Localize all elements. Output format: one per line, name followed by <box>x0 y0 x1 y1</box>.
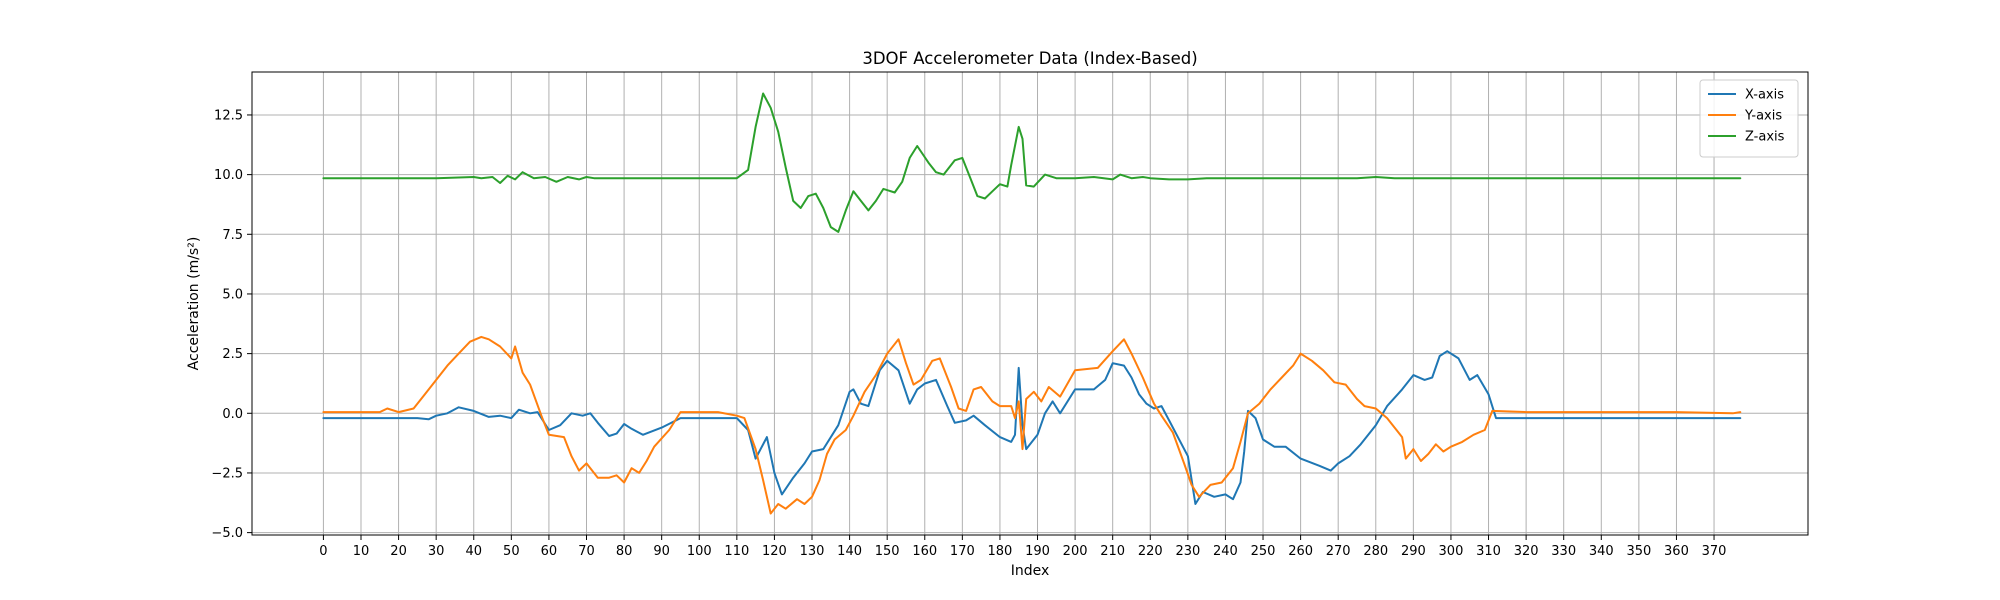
y-tick-label: −2.5 <box>211 466 243 481</box>
x-tick-label: 300 <box>1439 544 1464 559</box>
x-tick-label: 200 <box>1063 544 1088 559</box>
x-tick-label: 310 <box>1476 544 1501 559</box>
x-tick-label: 320 <box>1514 544 1539 559</box>
x-tick-label: 260 <box>1288 544 1313 559</box>
x-tick-label: 240 <box>1213 544 1238 559</box>
x-tick-label: 10 <box>353 544 370 559</box>
x-tick-label: 370 <box>1702 544 1727 559</box>
x-tick-label: 220 <box>1138 544 1163 559</box>
x-tick-label: 150 <box>875 544 900 559</box>
y-tick-label: 10.0 <box>214 168 243 183</box>
legend-box <box>1699 79 1799 158</box>
x-tick-label: 280 <box>1363 544 1388 559</box>
x-tick-label: 170 <box>950 544 975 559</box>
y-tick-label: 12.5 <box>214 108 243 123</box>
x-axis-label: Index <box>1011 563 1050 579</box>
x-tick-label: 90 <box>653 544 670 559</box>
y-tick-label: 2.5 <box>222 347 243 362</box>
ticks: 0 10 20 30 40 50 60 70 80 90 100 110 120 130 140 150 160… <box>211 108 1726 559</box>
plot-frame <box>251 71 1809 536</box>
x-tick-label: 50 <box>503 544 520 559</box>
x-tick-label: 350 <box>1626 544 1651 559</box>
y-axis-label: Acceleration (m/s²) <box>186 237 202 371</box>
x-tick-label: 40 <box>465 544 482 559</box>
chart-title: 3DOF Accelerometer Data (Index-Based) <box>862 49 1197 68</box>
series-layer <box>322 92 1742 515</box>
x-tick-label: 140 <box>837 544 862 559</box>
y-tick-label: 5.0 <box>222 287 243 302</box>
x-tick-label: 20 <box>390 544 407 559</box>
x-tick-label: 250 <box>1251 544 1276 559</box>
y-tick-label: 7.5 <box>222 228 243 243</box>
x-tick-label: 270 <box>1326 544 1351 559</box>
series-line-z-axis <box>322 92 1742 233</box>
grid <box>252 72 1808 535</box>
y-tick-label: −5.0 <box>211 526 243 541</box>
x-tick-label: 180 <box>988 544 1013 559</box>
legend-label-y-axis: Y-axis <box>1744 109 1782 124</box>
series-line-x-axis <box>322 350 1742 505</box>
x-tick-label: 130 <box>800 544 825 559</box>
x-tick-label: 190 <box>1025 544 1050 559</box>
x-tick-label: 290 <box>1401 544 1426 559</box>
y-tick-label: 0.0 <box>222 407 243 422</box>
x-tick-label: 0 <box>319 544 327 559</box>
legend-label-z-axis: Z-axis <box>1745 130 1785 145</box>
series-line-y-axis <box>322 335 1742 515</box>
x-tick-label: 80 <box>616 544 633 559</box>
x-tick-label: 360 <box>1664 544 1689 559</box>
legend: X-axis Y-axis Z-axis <box>1699 79 1799 158</box>
x-tick-label: 110 <box>724 544 749 559</box>
legend-label-x-axis: X-axis <box>1745 88 1784 103</box>
x-tick-label: 60 <box>541 544 558 559</box>
x-tick-label: 70 <box>578 544 595 559</box>
x-tick-label: 210 <box>1100 544 1125 559</box>
x-tick-label: 100 <box>687 544 712 559</box>
x-tick-label: 30 <box>428 544 445 559</box>
x-tick-label: 340 <box>1589 544 1614 559</box>
x-tick-label: 160 <box>912 544 937 559</box>
x-tick-label: 120 <box>762 544 787 559</box>
x-tick-label: 230 <box>1175 544 1200 559</box>
x-tick-label: 330 <box>1551 544 1576 559</box>
